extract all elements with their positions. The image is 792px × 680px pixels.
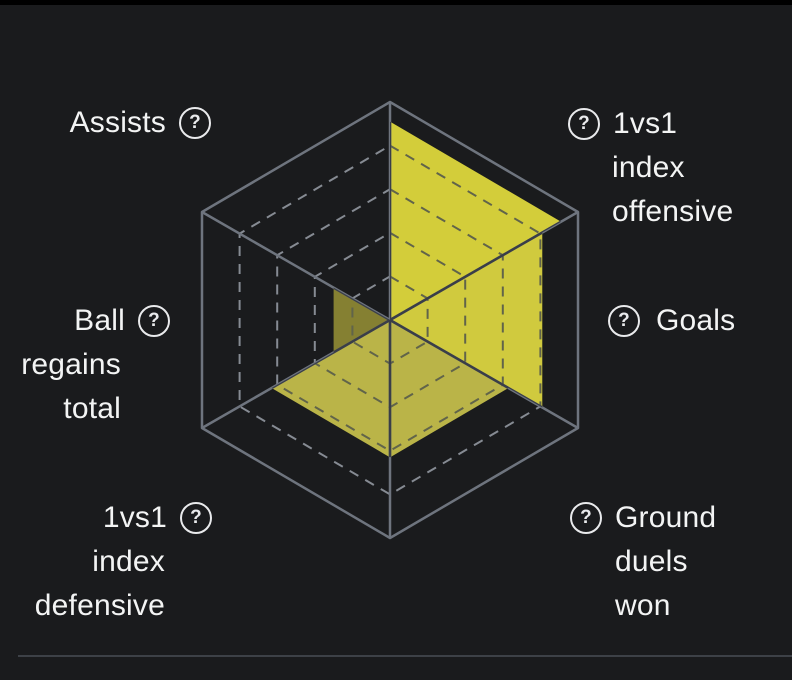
axis-label-1vs1-index-defensive: 1vs1 ? index defensive — [35, 496, 212, 628]
axis-label-ball-line2: regains — [21, 348, 121, 381]
sector-offensive — [390, 121, 562, 321]
axis-label-offensive-line2: index — [612, 151, 685, 184]
axis-label-assists-text: Assists — [69, 106, 166, 139]
sector-ground_duels — [390, 320, 509, 458]
axis-label-assists: Assists ? — [70, 101, 211, 145]
help-icon[interactable]: ? — [180, 502, 212, 534]
axis-label-ground-line2: duels — [615, 545, 688, 578]
axis-label-goals-text: Goals — [656, 304, 736, 337]
axis-label-offensive-line3: offensive — [612, 195, 734, 228]
axis-label-goals: ? Goals — [608, 299, 735, 343]
axis-label-defensive-line3: defensive — [34, 589, 165, 622]
help-icon[interactable]: ? — [179, 107, 211, 139]
help-icon[interactable]: ? — [568, 108, 600, 140]
axis-label-ball-line1: Ball — [74, 304, 125, 337]
spoke-5 — [201, 210, 391, 322]
axis-label-offensive-line1: 1vs1 — [613, 107, 678, 140]
axis-label-defensive-line2: index — [92, 545, 165, 578]
top-bar — [0, 0, 792, 5]
axis-label-ball-line3: total — [63, 392, 121, 425]
sector-ball_regains — [333, 287, 390, 353]
axis-label-ground-line1: Ground — [615, 501, 717, 534]
sector-defensive — [271, 320, 390, 458]
axis-label-ball-regains-total: Ball ? regains total — [21, 299, 170, 431]
axis-label-ground-duels-won: ? Ground duels won — [570, 496, 716, 628]
help-icon[interactable]: ? — [570, 502, 602, 534]
axis-label-defensive-line1: 1vs1 — [102, 501, 167, 534]
help-icon[interactable]: ? — [608, 305, 640, 337]
section-divider — [18, 655, 792, 657]
help-icon[interactable]: ? — [138, 305, 170, 337]
axis-label-1vs1-index-offensive: ? 1vs1 index offensive — [568, 102, 733, 234]
axis-label-ground-line3: won — [615, 589, 671, 622]
